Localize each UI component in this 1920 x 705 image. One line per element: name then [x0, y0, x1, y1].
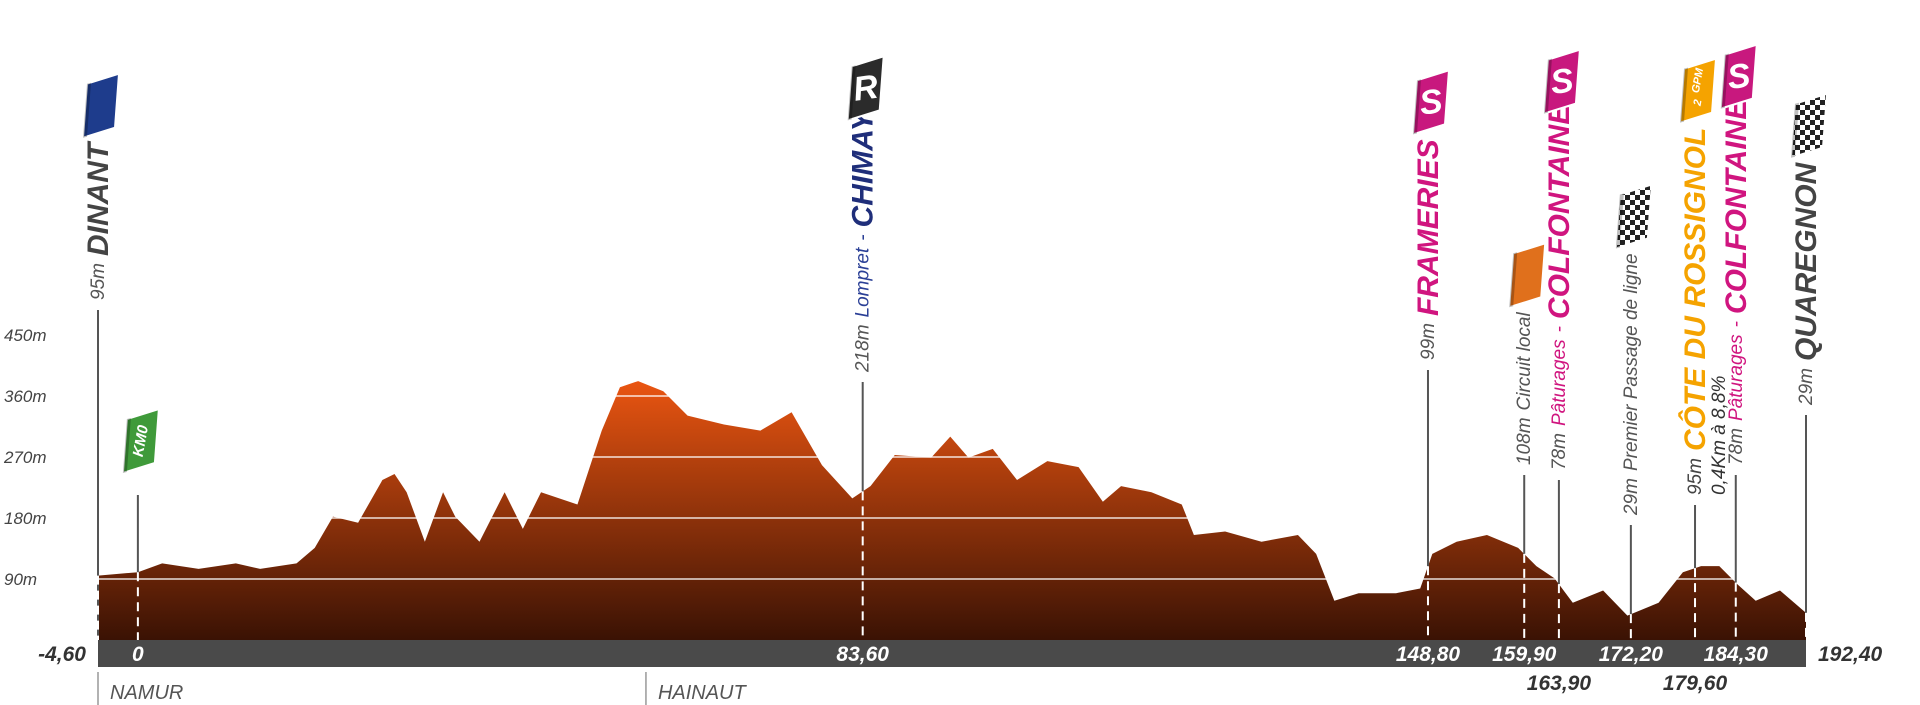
y-tick-label: 450m — [4, 326, 47, 345]
marker-label-2: 0,4Km à 8,8% — [1709, 376, 1730, 495]
label-part: DINANT — [82, 140, 115, 256]
region-label: NAMUR — [110, 682, 183, 704]
label-part: - — [1725, 321, 1746, 327]
flag-text: S — [1725, 56, 1753, 97]
km-label: 179,60 — [1663, 672, 1728, 695]
flag-shade — [83, 82, 91, 138]
flag-shape — [1789, 92, 1829, 160]
y-tick-label: 180m — [4, 509, 47, 528]
flag-shade — [1615, 193, 1624, 249]
flag-text: 2 — [1691, 99, 1704, 108]
flag-text: KM0 — [130, 423, 152, 458]
marker-label: 78m Pâturages - COLFONTAINE — [1719, 99, 1752, 465]
label-part: - — [1548, 326, 1569, 332]
flag-shape — [81, 72, 121, 140]
marker-label: 108m Circuit local — [1514, 311, 1535, 465]
flag-shade — [1412, 79, 1421, 135]
axis-bar — [98, 640, 1806, 667]
km-label: 163,90 — [1527, 672, 1592, 695]
label-part: CHIMAY — [846, 108, 879, 227]
label-part: Circuit local — [1514, 311, 1535, 410]
flag — [1614, 183, 1653, 250]
marker-label: 99m FRAMERIES — [1411, 139, 1444, 360]
label-part: 108m — [1514, 417, 1535, 465]
km-label: 184,30 — [1704, 643, 1769, 666]
flag-text: R — [851, 68, 881, 109]
label-part: Lompret — [852, 247, 873, 317]
flag-shade — [1791, 102, 1799, 158]
km-label: 159,90 — [1492, 643, 1557, 666]
flag-shape — [121, 407, 160, 475]
label-part: FRAMERIES — [1411, 139, 1444, 316]
flag-text: S — [1548, 61, 1576, 102]
km-label: 172,20 — [1599, 643, 1664, 666]
marker-label: 29m QUAREGNON — [1790, 161, 1823, 406]
flag-shape — [1411, 68, 1451, 136]
label-part: Pâturages — [1548, 339, 1569, 426]
flag-text: S — [1417, 82, 1445, 123]
flag-shape — [1719, 43, 1758, 111]
flag: S — [1542, 48, 1582, 116]
flag: S — [1719, 43, 1758, 111]
label-part: 78m — [1725, 428, 1746, 465]
flag: KM0 — [121, 407, 160, 475]
elevation-area — [98, 381, 1806, 640]
flag-shape — [846, 54, 885, 122]
flag-shade — [1680, 67, 1689, 123]
flag: GPM 2 — [1678, 57, 1718, 125]
label-part: 78m — [1548, 433, 1569, 470]
y-tick-label: 90m — [4, 570, 37, 589]
flag-shade — [1543, 58, 1552, 114]
label-part: 95m — [88, 263, 109, 300]
marker-label: 78m Pâturages - COLFONTAINE — [1542, 104, 1575, 470]
flag-shape — [1542, 48, 1582, 116]
flag: R — [846, 54, 885, 122]
flag-shade — [847, 65, 856, 121]
marker-label: 29m Premier Passage de ligne — [1620, 253, 1641, 516]
flag — [1508, 241, 1547, 309]
flag-shape — [1614, 183, 1653, 250]
label-part: 29m — [1796, 368, 1817, 406]
label-part: COLFONTAINE — [1542, 104, 1575, 319]
label-part: 218m — [852, 324, 873, 373]
flag — [1789, 92, 1829, 160]
label-part: CÔTE DU ROSSIGNOL — [1678, 128, 1712, 451]
flag-text: GPM — [1690, 66, 1706, 94]
km-label: 0 — [132, 643, 144, 666]
flag-shape — [1678, 57, 1718, 125]
flag: S — [1411, 68, 1451, 136]
flag-shade — [1509, 252, 1518, 308]
flag-shade — [1720, 53, 1729, 109]
marker-label: 95m CÔTE DU ROSSIGNOL — [1678, 128, 1712, 495]
label-part: Premier Passage de ligne — [1620, 253, 1641, 471]
km-label: -4,60 — [38, 643, 86, 666]
flag-shape — [1508, 241, 1547, 309]
label-part: Pâturages — [1725, 334, 1746, 421]
y-tick-label: 360m — [4, 387, 47, 406]
flag — [81, 72, 121, 140]
label-part: 99m — [1417, 323, 1438, 360]
label-part: - — [852, 234, 873, 240]
label-part: 29m — [1620, 478, 1641, 516]
label-part: QUAREGNON — [1790, 161, 1823, 361]
marker-label: 218m Lompret - CHIMAY — [846, 108, 879, 373]
km-label: 192,40 — [1818, 643, 1883, 666]
region-label: HAINAUT — [658, 682, 748, 704]
y-tick-label: 270m — [3, 448, 47, 467]
label-part: 95m — [1685, 458, 1706, 495]
marker-label: 95m DINANT — [82, 140, 115, 300]
label-part: COLFONTAINE — [1719, 99, 1752, 314]
km-label: 83,60 — [836, 643, 889, 666]
km-label: 148,80 — [1396, 643, 1461, 666]
flag-shade — [122, 418, 131, 473]
label-part: 0,4Km à 8,8% — [1709, 376, 1730, 495]
